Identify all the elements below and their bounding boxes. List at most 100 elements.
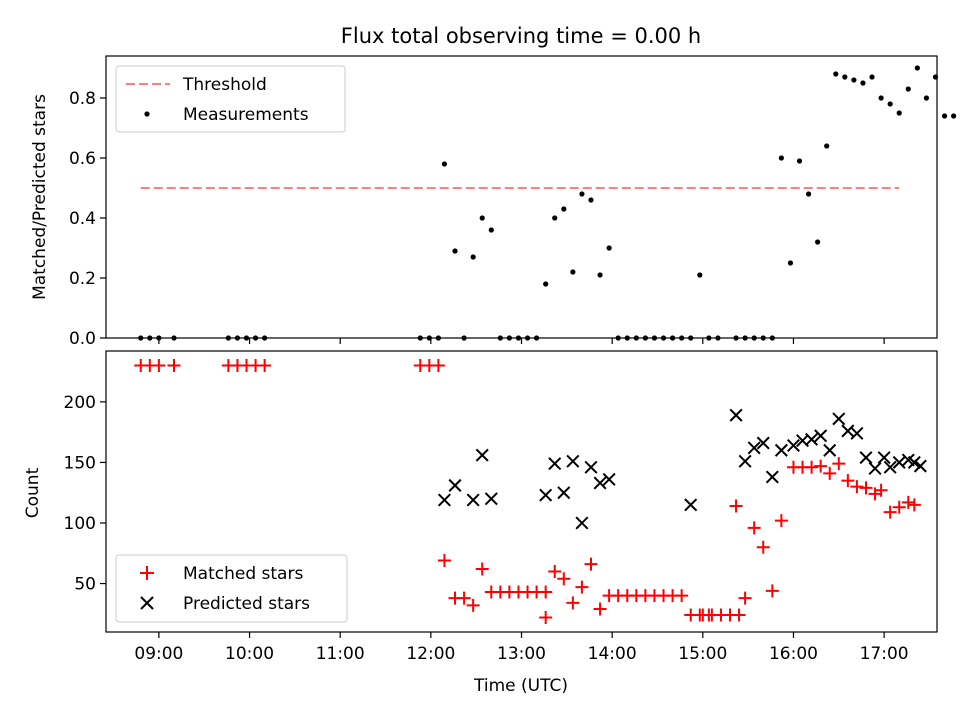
bottom-x-tick-label: 13:00 [497,644,546,664]
measurement-point [597,272,603,278]
bottom-y-tick-label: 100 [64,514,96,534]
measurement-point [787,260,794,266]
matched-star-point [466,598,480,612]
bottom-x-tick-label: 16:00 [769,644,818,664]
predicted-star-point [756,436,770,450]
predicted-star-point [823,443,837,457]
matched-star-point [850,480,864,494]
matched-star-point [258,359,272,373]
predicted-star-point [548,457,562,471]
predicted-star-point [448,478,462,492]
predicted-star-point [466,493,480,507]
matched-star-point [593,602,607,616]
measurement-point [561,206,567,212]
matched-star-point [814,459,828,473]
matched-star-point [584,557,598,571]
bottom-y-tick-label: 150 [64,453,96,473]
matched-star-point [152,359,166,373]
predicted-star-point [475,448,489,462]
measurement-point [824,143,830,149]
matched-star-point [747,521,761,535]
matched-star-point [901,495,915,509]
bottom-x-tick-label: 17:00 [860,644,909,664]
bottom-x-tick-label: 12:00 [406,644,455,664]
bottom-panel: Count 50 100 150 200 09:00 10:00 11:00 12:00 13… [23,350,938,696]
measurement-point [805,191,812,197]
measurement-point [905,86,911,92]
matched-star-point [883,505,897,519]
matched-star-point [167,359,181,373]
predicted-star-point [832,412,846,426]
top-panel: Matched/Predicted stars 0.00.20.40.60.8 … [30,55,957,349]
top-y-tick-label: 0.0 [69,329,96,349]
measurement-point [815,239,821,245]
measurement-point [869,74,875,80]
bottom-x-tick-label: 14:00 [588,644,637,664]
top-legend: Threshold Measurements [115,65,346,133]
bottom-x-tick-label: 10:00 [225,644,274,664]
predicted-star-point [539,488,553,502]
measurement-point [896,110,902,116]
measurement-point [452,248,458,254]
predicted-star-point [913,459,927,473]
matched-star-point [557,572,571,586]
legend-predicted-swatch [140,596,154,610]
top-y-tick-label: 0.2 [69,269,96,289]
top-plot-frame [105,55,938,339]
top-y-ticks: 0.0 0.2 0.4 0.6 0.8 [69,89,106,349]
top-legend-box [115,65,346,133]
legend-measurements-swatch [144,111,150,117]
measurement-point [579,191,585,197]
bottom-y-tick-label: 200 [64,393,96,413]
measurement-point [842,74,848,80]
legend-matched-label: Matched stars [183,564,303,584]
matched-star-point [738,591,752,605]
matched-stars-series [134,359,921,624]
measurement-point [470,254,476,260]
legend-matched-swatch [140,566,154,580]
top-y-tick-label: 0.4 [69,209,96,229]
matched-star-point [548,564,562,578]
matched-star-point [907,498,921,512]
measurement-point [697,272,703,278]
matched-star-point [475,562,489,576]
predicted-star-point [786,438,800,452]
matched-star-point [805,460,819,474]
measurement-point [552,215,558,221]
predicted-star-point [584,460,598,474]
predicted-star-point [437,493,451,507]
matched-star-point [566,596,580,610]
matched-star-point [732,608,746,622]
bottom-xlabel: Time (UTC) [473,676,568,696]
legend-predicted-label: Predicted stars [183,594,310,614]
measurement-point [543,281,549,287]
measurement-point [860,80,866,86]
bottom-y-ticks: 50 100 150 200 [64,393,106,595]
matched-star-point [539,585,553,599]
measurement-point [878,95,884,101]
measurement-point [941,113,948,119]
measurement-point [851,77,857,83]
bottom-x-tick-label: 09:00 [134,644,183,664]
predicted-star-point [602,472,616,486]
predicted-star-point [868,461,882,475]
top-y-tick-label: 0.6 [69,149,96,169]
matched-star-point [431,359,445,373]
matched-star-point [823,466,837,480]
predicted-star-point [557,486,571,500]
bottom-y-tick-label: 50 [74,575,96,595]
predicted-star-point [877,451,891,465]
matched-star-point [675,589,689,603]
measurement-point [914,65,920,71]
measurement-point [588,197,594,203]
predicted-star-point [907,455,921,469]
predicted-star-point [765,470,779,484]
predicted-star-point [729,408,743,422]
predicted-star-point [859,451,873,465]
legend-measurements-label: Measurements [183,105,309,125]
measurement-point [778,155,784,161]
predicted-star-point [850,426,864,440]
measurement-point [479,215,485,221]
top-chart-title: Flux total observing time = 0.00 h [341,24,701,48]
